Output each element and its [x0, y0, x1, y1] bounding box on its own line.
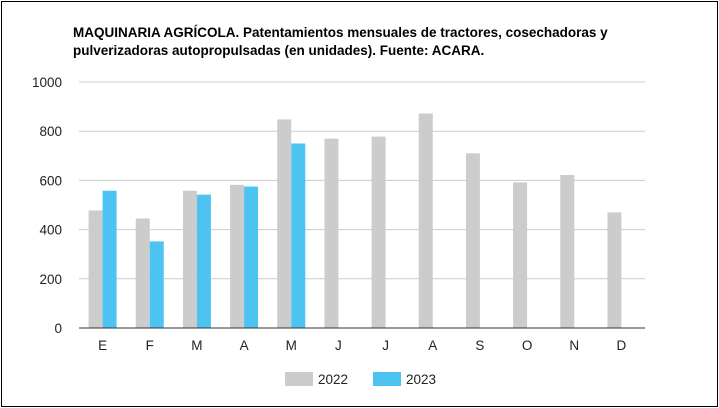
y-tick-label: 200	[39, 272, 62, 287]
legend: 2022 2023	[285, 372, 436, 387]
legend-swatch-2022	[285, 372, 313, 386]
bar-2022-8	[418, 113, 433, 328]
bars	[88, 113, 622, 328]
x-tick-label: D	[617, 338, 627, 353]
bar-2022-9	[465, 153, 480, 328]
legend-swatch-2023	[373, 372, 401, 386]
bar-2022-4	[230, 184, 245, 328]
x-tick-label: M	[286, 338, 297, 353]
bar-2022-5	[277, 119, 292, 328]
bar-2022-12	[607, 212, 622, 328]
y-tick-label: 1000	[32, 75, 62, 90]
y-tick-label: 0	[54, 321, 62, 336]
x-tick-label: A	[240, 338, 249, 353]
bar-2022-3	[182, 190, 197, 328]
bar-2023-3	[196, 194, 211, 328]
chart-title: MAQUINARIA AGRÍCOLA. Patentamientos mens…	[73, 25, 608, 58]
bar-2023-2	[149, 241, 164, 328]
legend-label-2022: 2022	[318, 372, 348, 387]
bar-2022-2	[135, 218, 150, 328]
bar-2022-6	[324, 138, 339, 328]
x-tick-label: F	[146, 338, 154, 353]
bar-2023-5	[291, 143, 306, 328]
x-tick-label: M	[191, 338, 202, 353]
y-axis-ticks: 0 200 400 600 800 1000	[32, 75, 62, 336]
x-tick-label: A	[428, 338, 437, 353]
bar-2022-7	[371, 136, 386, 328]
bar-2023-1	[102, 190, 117, 328]
bar-2022-11	[560, 174, 575, 328]
x-tick-label: E	[98, 338, 107, 353]
gridlines	[79, 81, 645, 280]
x-tick-label: J	[382, 338, 389, 353]
x-tick-label: J	[335, 338, 342, 353]
bar-2022-10	[513, 182, 528, 328]
bar-2022-1	[88, 210, 103, 328]
bar-2023-4	[244, 186, 259, 328]
x-tick-label: O	[522, 338, 533, 353]
y-tick-label: 400	[39, 223, 62, 238]
x-tick-label: N	[569, 338, 579, 353]
legend-label-2023: 2023	[406, 372, 436, 387]
y-tick-label: 600	[39, 173, 62, 188]
x-tick-label: S	[475, 338, 484, 353]
y-tick-label: 800	[39, 124, 62, 139]
